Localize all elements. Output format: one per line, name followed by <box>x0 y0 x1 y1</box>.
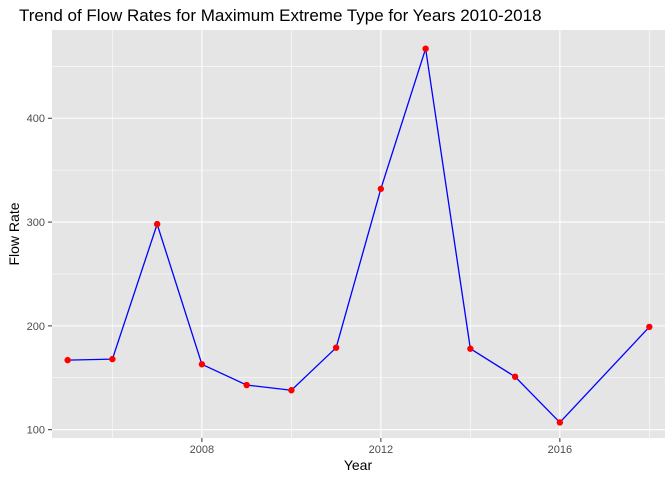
chart-title: Trend of Flow Rates for Maximum Extreme … <box>19 6 542 25</box>
data-point <box>511 373 519 380</box>
y-tick-label: 200 <box>27 321 45 333</box>
x-tick-label: 2008 <box>190 444 214 456</box>
data-point <box>153 220 161 228</box>
x-tick-label: 2016 <box>548 444 572 456</box>
plot-panel <box>52 30 665 438</box>
x-tick-label: 2012 <box>369 444 393 456</box>
data-point <box>422 45 429 52</box>
data-point <box>646 323 653 331</box>
data-point <box>377 185 385 193</box>
y-axis-ticks: 100 200 300 400 <box>27 113 52 437</box>
y-tick-label: 300 <box>27 217 45 229</box>
major-gridlines <box>52 30 665 438</box>
y-tick-label: 100 <box>27 425 45 437</box>
data-point <box>198 361 206 368</box>
data-point <box>556 419 564 426</box>
data-point <box>332 344 340 351</box>
y-axis-title: Flow Rate <box>6 202 22 265</box>
data-point <box>64 356 71 364</box>
data-point <box>467 345 474 352</box>
data-point <box>243 381 250 389</box>
data-point <box>288 387 295 394</box>
minor-gridlines <box>52 30 665 438</box>
data-point <box>109 355 116 363</box>
y-tick-label: 400 <box>27 113 45 125</box>
x-axis-ticks: 2008 2012 2016 <box>190 438 572 456</box>
data-points <box>64 45 653 426</box>
x-axis-title: Year <box>344 457 373 473</box>
